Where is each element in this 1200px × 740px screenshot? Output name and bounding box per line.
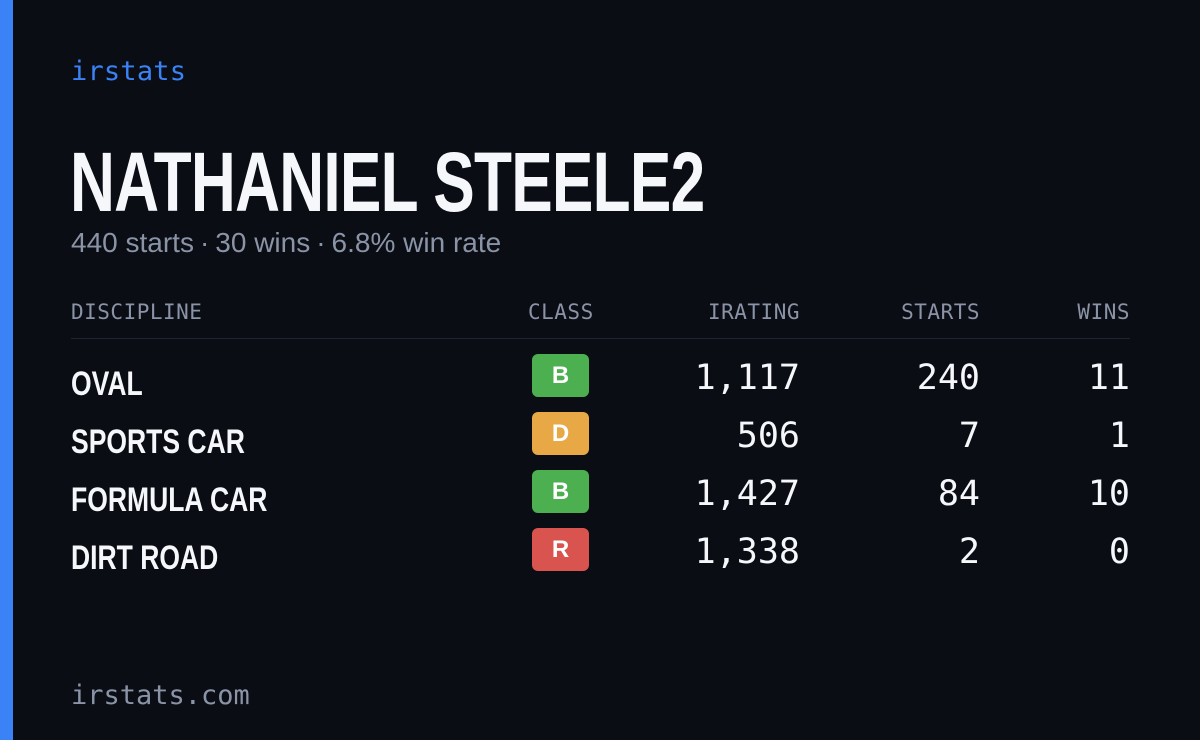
irating-value: 1,338 [694, 532, 800, 572]
discipline-table: OVAL B 1,117 240 11 SPORTS CAR D 506 7 1… [71, 350, 1130, 582]
discipline-name: SPORTS CAR [71, 423, 245, 461]
wins-value: 11 [1087, 358, 1130, 398]
table-header: DISCIPLINE CLASS IRATING STARTS WINS [71, 300, 1130, 339]
discipline-name: DIRT ROAD [71, 539, 219, 577]
starts-value: 240 [916, 358, 980, 398]
starts-summary: 440 starts [71, 227, 194, 258]
column-header-irating: IRATING [707, 300, 800, 324]
wins-value: 10 [1087, 474, 1130, 514]
separator: · [316, 227, 326, 258]
class-badge: B [532, 354, 589, 397]
irating-value: 1,117 [694, 358, 800, 398]
wins-value: 0 [1108, 532, 1130, 572]
brand-logo: irstats [71, 56, 187, 87]
column-header-starts: STARTS [901, 300, 980, 324]
discipline-name: OVAL [71, 365, 143, 403]
irating-value: 1,427 [694, 474, 800, 514]
irating-value: 506 [736, 416, 800, 456]
starts-value: 2 [958, 532, 980, 572]
wins-summary: 30 wins [215, 227, 311, 258]
separator: · [199, 227, 210, 258]
discipline-name: FORMULA CAR [71, 481, 268, 519]
wins-value: 1 [1108, 416, 1130, 456]
class-badge: R [532, 528, 589, 571]
column-header-class: CLASS [528, 300, 594, 324]
footer-url: irstats.com [71, 680, 250, 711]
starts-value: 84 [937, 474, 980, 514]
accent-bar [0, 0, 13, 740]
winrate-summary: 6.8% win rate [331, 227, 502, 258]
starts-value: 7 [958, 416, 980, 456]
table-row: SPORTS CAR D 506 7 1 [71, 408, 1130, 466]
player-summary: 440 starts · 30 wins · 6.8% win rate [71, 227, 501, 259]
column-header-wins: WINS [1077, 300, 1130, 324]
table-row: DIRT ROAD R 1,338 2 0 [71, 524, 1130, 582]
column-header-discipline: DISCIPLINE [71, 300, 203, 324]
table-row: OVAL B 1,117 240 11 [71, 350, 1130, 408]
table-row: FORMULA CAR B 1,427 84 10 [71, 466, 1130, 524]
class-badge: D [532, 412, 589, 455]
player-name: NATHANIEL STEELE2 [70, 135, 705, 229]
class-badge: B [532, 470, 589, 513]
